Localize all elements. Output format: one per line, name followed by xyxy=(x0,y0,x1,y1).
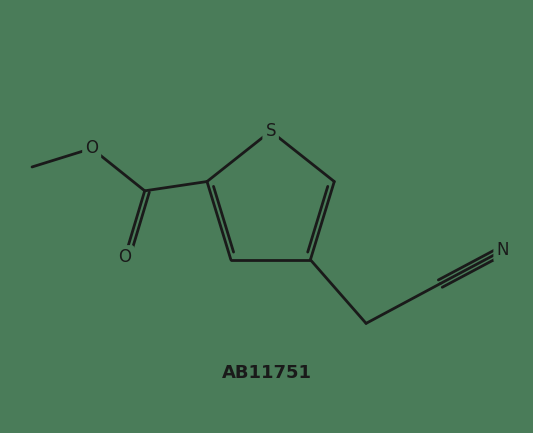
Text: O: O xyxy=(118,248,131,266)
Text: AB11751: AB11751 xyxy=(222,364,311,382)
Text: N: N xyxy=(496,242,509,259)
Text: S: S xyxy=(265,122,276,140)
Text: O: O xyxy=(85,139,98,158)
